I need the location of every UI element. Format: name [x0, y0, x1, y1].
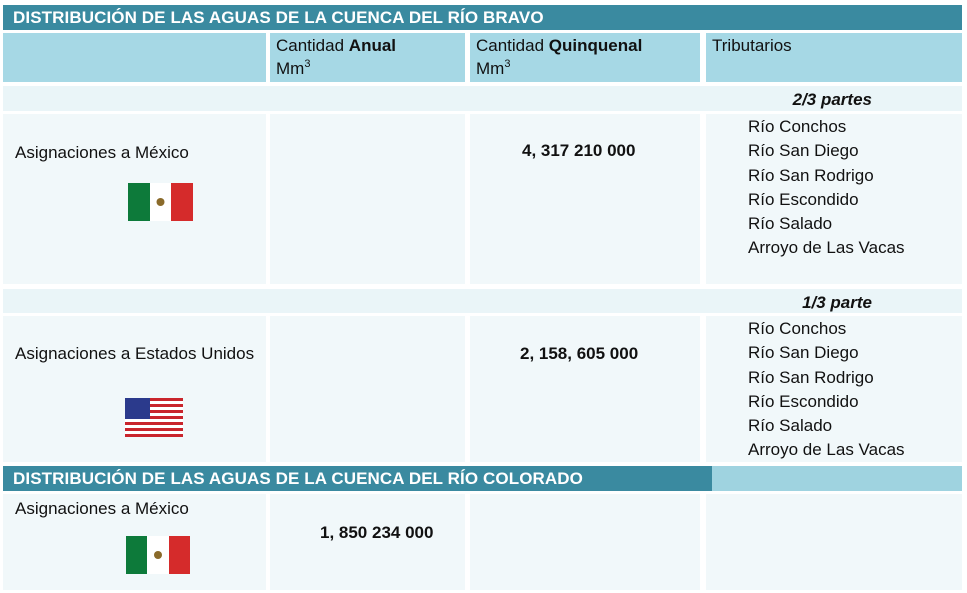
tributary: Río Salado: [748, 416, 833, 436]
section-title: DISTRIBUCIÓN DE LAS AGUAS DE LA CUENCA D…: [3, 466, 712, 491]
tributary-list: Río Conchos Río San Diego Río San Rodrigo R…: [748, 115, 905, 261]
tributary: Río Salado: [748, 214, 833, 234]
quinquenal-value: 2, 158, 605 000: [520, 344, 639, 363]
row-label: Asignaciones a México: [15, 499, 189, 518]
quinquenal-value: 4, 317 210 000: [522, 141, 636, 160]
tributary: Río San Rodrigo: [748, 165, 874, 185]
header-cell: Cantidad Quinquenal Mm3: [470, 33, 700, 82]
header-cell: [3, 33, 266, 82]
section-bar: [712, 466, 962, 491]
flag-mexico: [128, 183, 193, 221]
header-sup: 3: [504, 58, 511, 70]
row-label: Asignaciones a Estados Unidos: [15, 344, 255, 363]
header-sup: 3: [304, 58, 311, 70]
tributary-list: Río Conchos Río San Diego Río San Rodrigo R…: [748, 317, 905, 463]
tributary: Río Escondido: [748, 391, 859, 411]
header-unit: Mm: [276, 59, 305, 78]
tributary: Río Escondido: [748, 189, 859, 209]
header-cell: Tributarios: [706, 33, 962, 82]
cell: 4, 317 210 000: [470, 114, 700, 284]
cell: [470, 494, 700, 590]
flag-usa: [125, 398, 183, 437]
tributary: Arroyo de Las Vacas: [748, 440, 905, 460]
header-cell: Cantidad Anual Mm3: [270, 33, 465, 82]
flag-mexico: [126, 536, 190, 574]
tributary: Río San Diego: [748, 141, 859, 161]
header-bold: Quinquenal: [548, 36, 643, 55]
row-label: Asignaciones a México: [15, 143, 189, 162]
header-unit: Mm: [476, 59, 505, 78]
tributary: Río Conchos: [748, 319, 847, 338]
cell: [270, 114, 465, 284]
section-title: DISTRIBUCIÓN DE LAS AGUAS DE LA CUENCA D…: [3, 5, 962, 30]
cell: 1, 850 234 000: [270, 494, 465, 590]
header-bold: Anual: [348, 36, 397, 55]
cell: Asignaciones a México: [3, 114, 266, 284]
tributary: Río San Rodrigo: [748, 367, 874, 387]
header-text: Cantidad: [476, 36, 545, 55]
cell: Asignaciones a Estados Unidos: [3, 316, 266, 462]
share-row: 2/3 partes: [3, 86, 962, 111]
tributary: Río San Diego: [748, 343, 859, 363]
share-row: 1/3 parte: [3, 289, 962, 313]
cell: [270, 316, 465, 462]
cell: Río Conchos Río San Diego Río San Rodrigo R…: [706, 316, 962, 462]
anual-value: 1, 850 234 000: [320, 523, 434, 542]
tributary: Río Conchos: [748, 117, 847, 136]
cell: Asignaciones a México: [3, 494, 266, 590]
header-text: Cantidad: [276, 36, 345, 55]
cell: Río Conchos Río San Diego Río San Rodrigo R…: [706, 114, 962, 284]
cell: [706, 494, 962, 590]
tributary: Arroyo de Las Vacas: [748, 238, 905, 258]
cell: 2, 158, 605 000: [470, 316, 700, 462]
